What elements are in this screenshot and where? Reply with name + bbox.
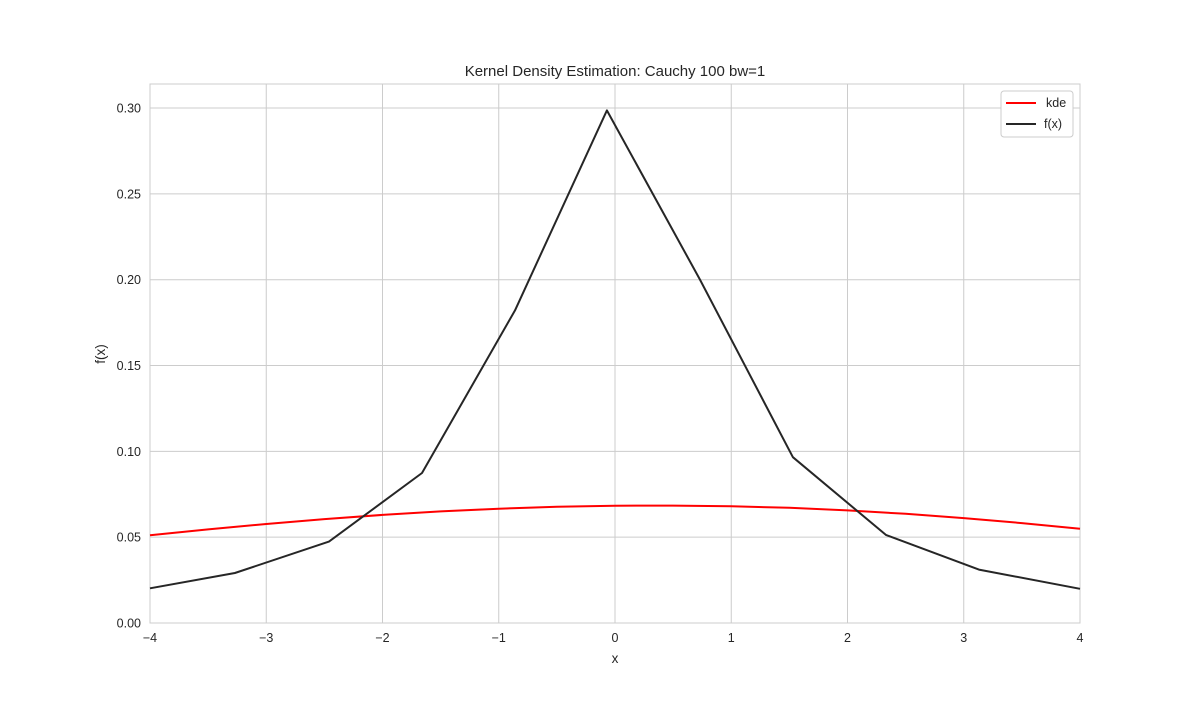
legend-fx-label: f(x) bbox=[1044, 117, 1062, 131]
x-tick-label: 1 bbox=[728, 631, 735, 645]
series-line-fx bbox=[149, 109, 1081, 590]
ticks: −4 −3 −2 −1 0 1 2 3 4 0.00 0.05 0.10 0.15 0.20 0.25 0.3… bbox=[117, 102, 1084, 645]
grid bbox=[149, 84, 1081, 624]
x-tick-label: 0 bbox=[612, 631, 619, 645]
series-layer bbox=[149, 109, 1081, 590]
x-tick-label: 3 bbox=[960, 631, 967, 645]
y-tick-label: 0.25 bbox=[117, 187, 141, 201]
y-tick-label: 0.20 bbox=[117, 273, 141, 287]
x-tick-label: 2 bbox=[844, 631, 851, 645]
y-tick-label: 0.00 bbox=[117, 617, 141, 631]
legend-kde-label: kde bbox=[1046, 96, 1066, 110]
y-tick-label: 0.30 bbox=[117, 102, 141, 116]
y-tick-label: 0.10 bbox=[117, 445, 141, 459]
y-axis-label: f(x) bbox=[93, 344, 108, 364]
x-axis-label: x bbox=[612, 651, 619, 666]
y-tick-label: 0.15 bbox=[117, 359, 141, 373]
series-line-kde bbox=[149, 504, 1081, 537]
chart-title: Kernel Density Estimation: Cauchy 100 bw… bbox=[465, 63, 766, 80]
x-tick-label: −3 bbox=[259, 631, 273, 645]
legend: kde f(x) bbox=[1000, 90, 1074, 138]
y-tick-label: 0.05 bbox=[117, 531, 141, 545]
x-tick-label: −1 bbox=[492, 631, 506, 645]
x-tick-label: −2 bbox=[375, 631, 389, 645]
x-tick-label: −4 bbox=[143, 631, 157, 645]
x-tick-label: 4 bbox=[1077, 631, 1084, 645]
